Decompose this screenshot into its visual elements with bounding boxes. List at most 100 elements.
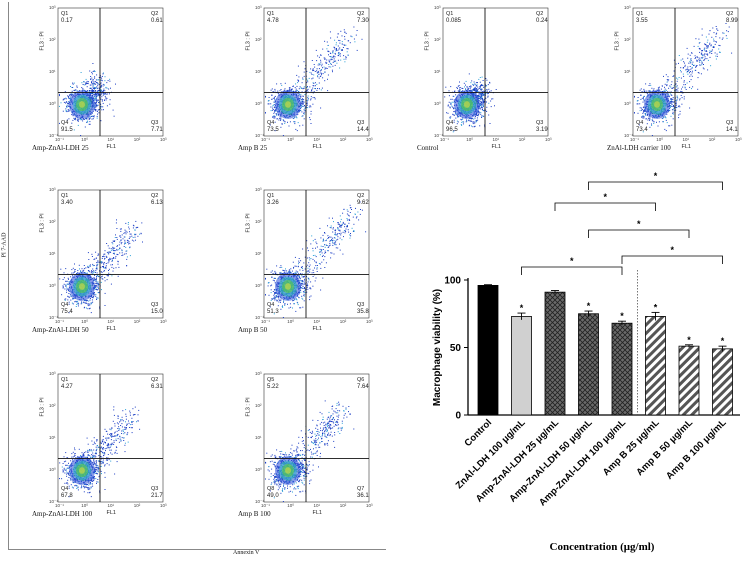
x-tick-label: 10⁰ [287, 319, 294, 325]
quadrant-value: 0.24 [536, 18, 548, 24]
y-tick-label: 10¹ [434, 69, 441, 74]
quadrant-label: Q1 [267, 11, 274, 17]
x-axis-label: FL1 [313, 510, 322, 516]
y-tick-label: 10³ [255, 5, 262, 10]
significance-mark: * [587, 301, 591, 311]
quadrant-label: Q3 [536, 120, 543, 126]
bar [713, 349, 733, 415]
quadrant-label: Q1 [267, 193, 274, 199]
x-tick-label: 10¹ [108, 137, 115, 142]
y-tick-label: 10³ [434, 5, 441, 10]
x-axis-label: FL1 [107, 326, 116, 332]
outer-y-label: PI 7-AAD [1, 233, 7, 258]
quadrant-value: 6.13 [151, 200, 163, 206]
x-tick-label: 10⁰ [466, 137, 473, 143]
y-tick-label: 10³ [255, 371, 262, 376]
panel-title: Amp B 50 [238, 326, 267, 334]
flow-plot [242, 372, 392, 522]
bracket-label: * [603, 192, 607, 202]
quadrant-label: Q2 [151, 377, 158, 383]
quadrant-value: 49.0 [267, 493, 279, 499]
flow-plot [36, 372, 186, 522]
y-tick-label: 50 [450, 343, 462, 354]
significance-mark: * [654, 302, 658, 312]
x-tick-label: 10⁻¹ [630, 137, 639, 143]
y-tick-label: 10² [49, 219, 56, 224]
x-tick-label: 10¹ [108, 319, 115, 324]
quadrant-label: Q2 [151, 11, 158, 17]
x-tick-label: 10³ [366, 319, 373, 324]
y-tick-label: 10¹ [255, 435, 262, 440]
y-tick-label: 10² [49, 403, 56, 408]
bar [545, 292, 565, 415]
quadrant-label: Q4 [446, 120, 453, 126]
y-tick-label: 10² [434, 37, 441, 42]
y-tick-label: 10¹ [49, 435, 56, 440]
x-tick-label: 10⁰ [656, 137, 663, 143]
quadrant-label: Q2 [726, 11, 733, 17]
quadrant-label: Q4 [267, 302, 274, 308]
panel-title: Amp-ZnAl-LDH 100 [32, 510, 92, 518]
panel-title: Control [417, 144, 438, 152]
significance-mark: * [620, 311, 624, 321]
y-tick-label: 10² [624, 37, 631, 42]
x-tick-label: 10² [340, 137, 347, 142]
x-tick-label: 10² [134, 503, 141, 508]
bracket-label: * [637, 219, 641, 229]
x-tick-label: 10⁻¹ [55, 503, 64, 509]
quadrant-value: 5.22 [267, 384, 279, 390]
quadrant-label: Q3 [151, 302, 158, 308]
quadrant-label: Q3 [151, 486, 158, 492]
quadrant-label: Q2 [357, 193, 364, 199]
x-tick-label: 10⁰ [287, 137, 294, 143]
y-axis-label: FL3 : PI [40, 213, 46, 232]
y-axis-label: FL3 : PI [615, 31, 621, 50]
quadrant-label: Q1 [61, 193, 68, 199]
quadrant-value: 14.1 [726, 127, 738, 133]
y-tick-label: 10² [255, 37, 262, 42]
quadrant-label: Q1 [636, 11, 643, 17]
significance-bracket [589, 230, 690, 238]
quadrant-label: Q1 [446, 11, 453, 17]
quadrant-label: Q8 [267, 486, 274, 492]
y-tick-label: 10⁰ [255, 101, 262, 107]
y-axis-label: FL3 : PI [246, 397, 252, 416]
quadrant-value: 8.99 [726, 18, 738, 24]
y-tick-label: 10³ [255, 187, 262, 192]
quadrant-value: 4.27 [61, 384, 73, 390]
left-frame-line [8, 2, 9, 550]
quadrant-value: 75.4 [61, 309, 73, 315]
quadrant-value: 3.40 [61, 200, 73, 206]
y-axis-label: FL3 : PI [425, 31, 431, 50]
x-tick-label: 10⁻¹ [261, 503, 270, 509]
x-tick-label: 10¹ [314, 137, 321, 142]
y-tick-label: 10⁰ [49, 467, 56, 473]
panel-title: ZnAl-LDH carrier 100 [607, 144, 671, 152]
x-tick-label: 10² [134, 319, 141, 324]
quadrant-value: 0.61 [151, 18, 163, 24]
bracket-label: * [670, 245, 674, 255]
x-tick-label: 10⁻¹ [55, 137, 64, 143]
significance-bracket [522, 267, 623, 275]
quadrant-value: 14.4 [357, 127, 369, 133]
x-tick-label: 10¹ [314, 319, 321, 324]
quadrant-value: 3.55 [636, 18, 648, 24]
x-axis-label: FL1 [313, 326, 322, 332]
x-tick-label: 10¹ [108, 503, 115, 508]
quadrant-value: 7.71 [151, 127, 163, 133]
significance-bracket [589, 182, 723, 190]
significance-bracket [622, 256, 723, 264]
quadrant-value: 0.085 [446, 18, 461, 24]
y-tick-label: 10³ [49, 187, 56, 192]
y-tick-label: 10¹ [624, 69, 631, 74]
x-tick-label: 10¹ [314, 503, 321, 508]
bracket-label: * [654, 171, 658, 181]
quadrant-label: Q4 [267, 120, 274, 126]
y-tick-label: 10³ [624, 5, 631, 10]
quadrant-value: 51.3 [267, 309, 279, 315]
y-axis-label: FL3 : PI [40, 31, 46, 50]
y-axis-label: FL3 : PI [246, 31, 252, 50]
